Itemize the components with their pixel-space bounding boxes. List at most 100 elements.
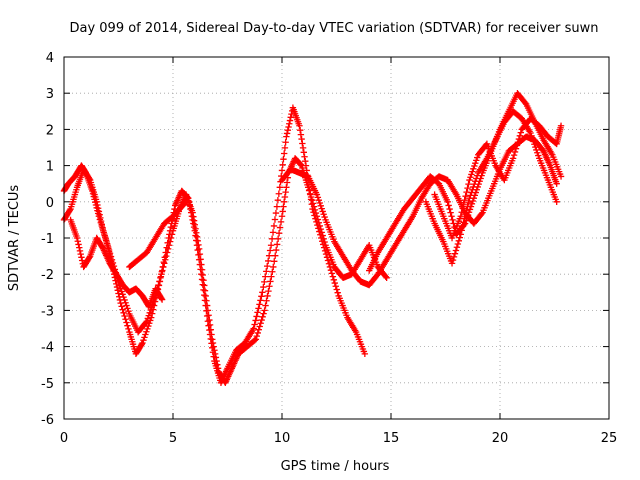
tick-labels: 0 5 10 15 20 25 -6 -5 -4 -3 -2 -1 0 1 2 3 4 (41, 51, 617, 446)
data-point (457, 213, 464, 220)
data-point (327, 266, 335, 274)
data-point (472, 178, 479, 185)
data-point (99, 244, 106, 251)
data-point (145, 312, 152, 319)
data-point (333, 286, 340, 293)
data-point (118, 303, 125, 310)
data-point (309, 200, 317, 207)
data-point (308, 196, 316, 204)
data-point (280, 155, 287, 163)
data-point (260, 310, 267, 317)
data-point (469, 197, 477, 205)
data-point (452, 247, 460, 254)
data-point (94, 205, 102, 212)
data-point (306, 190, 314, 197)
data-point (511, 148, 519, 156)
data-point (321, 213, 328, 221)
data-point (76, 244, 83, 251)
data-point (319, 232, 326, 239)
data-point (167, 234, 175, 242)
data-point (164, 245, 172, 253)
y-tick-label: 1 (46, 160, 54, 175)
data-point (474, 154, 481, 161)
data-point (282, 188, 289, 196)
data-point (191, 221, 198, 228)
data-point (274, 196, 282, 204)
data-point (162, 256, 169, 263)
data-point (265, 287, 272, 295)
data-point (261, 278, 268, 286)
data-point (252, 317, 259, 324)
data-point (261, 307, 268, 314)
data-point (158, 295, 165, 302)
data-point (281, 193, 289, 201)
data-point (194, 246, 201, 254)
series-arc-4 (126, 198, 190, 271)
data-point (144, 325, 151, 333)
data-point (516, 132, 524, 140)
data-point (207, 326, 214, 333)
data-point (86, 254, 93, 261)
data-point (264, 292, 271, 300)
data-point (468, 171, 475, 178)
data-point (467, 174, 474, 181)
data-point (280, 150, 288, 157)
data-point (307, 193, 315, 201)
data-point (197, 256, 204, 263)
gridlines (64, 57, 609, 419)
data-point (298, 135, 305, 143)
data-point (273, 241, 281, 248)
data-point (100, 227, 107, 234)
data-point (119, 291, 126, 298)
data-point (203, 312, 211, 320)
data-point (156, 278, 163, 285)
data-point (143, 328, 150, 335)
data-point (263, 297, 270, 304)
data-point (195, 245, 203, 253)
data-point (304, 184, 312, 191)
data-point (331, 279, 339, 287)
data-point (315, 219, 323, 226)
data-point (119, 306, 126, 313)
x-tick-label: 20 (492, 431, 509, 446)
data-point (254, 329, 261, 337)
data-point (455, 237, 463, 245)
data-point (510, 151, 518, 159)
data-point (285, 123, 292, 131)
x-tick-label: 25 (601, 431, 618, 446)
data-point (122, 299, 129, 306)
data-point (253, 332, 261, 340)
data-point (103, 240, 111, 247)
data-point (257, 297, 264, 304)
data-point (199, 281, 206, 288)
data-point (93, 198, 100, 205)
data-point (463, 188, 470, 196)
data-point (201, 282, 208, 289)
data-point (258, 316, 265, 324)
data-point (460, 219, 467, 226)
data-point (467, 192, 474, 199)
data-point (189, 209, 196, 216)
data-point (317, 225, 324, 233)
data-point (457, 231, 464, 238)
data-point (259, 289, 266, 296)
y-tick-label: 3 (46, 87, 54, 102)
data-point (271, 258, 278, 265)
data-point (125, 308, 132, 315)
data-point (198, 271, 205, 278)
data-point (96, 211, 103, 218)
data-point (201, 291, 208, 299)
data-point (144, 315, 152, 322)
x-tick-label: 5 (169, 431, 177, 446)
data-point (453, 244, 461, 251)
data-point (512, 145, 520, 152)
data-point (447, 209, 454, 216)
series-arc-8 (431, 115, 565, 242)
data-point (160, 263, 167, 271)
data-point (124, 305, 131, 312)
data-point (198, 261, 205, 268)
data-point (189, 216, 196, 224)
data-point (190, 217, 198, 224)
data-point (94, 201, 101, 209)
